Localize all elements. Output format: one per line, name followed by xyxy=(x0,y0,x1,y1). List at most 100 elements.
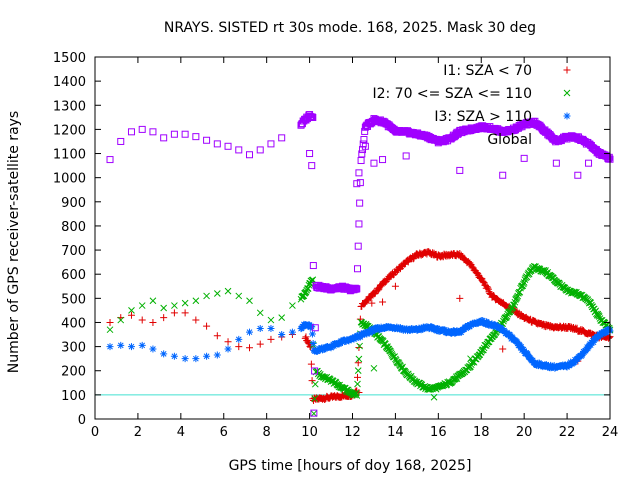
data-point xyxy=(574,171,582,179)
data-point xyxy=(138,302,146,309)
data-point xyxy=(456,249,464,257)
data-point xyxy=(117,137,125,145)
x-tick-label: 2 xyxy=(134,425,142,440)
data-point xyxy=(474,270,482,278)
data-point xyxy=(304,338,312,346)
data-point xyxy=(288,328,296,336)
series-1 xyxy=(106,262,614,417)
data-point xyxy=(160,314,168,322)
data-point xyxy=(587,299,595,307)
series-2 xyxy=(106,316,614,372)
data-point xyxy=(484,284,492,292)
data-point xyxy=(354,373,362,381)
y-tick-label: 1100 xyxy=(53,148,86,163)
data-point xyxy=(482,342,490,349)
data-point xyxy=(355,169,363,177)
data-point xyxy=(360,135,368,143)
data-point xyxy=(391,353,399,360)
data-point xyxy=(246,328,253,336)
data-point xyxy=(478,318,486,326)
y-tick-label: 200 xyxy=(61,365,86,380)
data-point xyxy=(479,277,487,285)
data-point xyxy=(106,326,114,334)
data-point xyxy=(519,345,527,353)
data-point xyxy=(127,311,135,319)
data-point xyxy=(106,318,114,326)
data-point xyxy=(370,159,378,167)
y-tick-label: 900 xyxy=(61,196,86,211)
data-point xyxy=(149,345,157,353)
data-point xyxy=(278,331,286,339)
data-point xyxy=(308,162,316,170)
data-point xyxy=(354,265,362,273)
legend-marker xyxy=(563,135,571,143)
data-point xyxy=(138,125,146,133)
data-point xyxy=(308,377,316,385)
y-tick-label: 0 xyxy=(78,413,86,428)
data-point xyxy=(499,345,507,353)
data-point xyxy=(605,334,613,342)
data-point xyxy=(311,395,318,402)
data-point xyxy=(379,298,387,306)
y-tick-label: 600 xyxy=(61,268,86,283)
data-point xyxy=(224,142,232,150)
y-tick-label: 1000 xyxy=(53,172,86,187)
legend-marker-glyph xyxy=(563,89,571,97)
x-tick-label: 6 xyxy=(220,425,228,440)
data-point xyxy=(235,292,243,300)
data-point xyxy=(480,346,487,354)
data-point xyxy=(359,140,367,148)
data-point xyxy=(224,345,232,353)
data-point xyxy=(311,380,319,388)
data-point xyxy=(203,136,211,144)
data-point xyxy=(352,389,360,397)
data-point xyxy=(523,273,531,281)
data-point xyxy=(267,335,275,343)
y-tick-label: 500 xyxy=(61,292,86,307)
data-point xyxy=(366,329,374,337)
x-tick-label: 24 xyxy=(602,425,619,440)
y-tick-label: 400 xyxy=(61,316,86,331)
data-point xyxy=(278,134,286,142)
x-tick-label: 8 xyxy=(263,425,271,440)
data-point xyxy=(246,344,253,352)
legend-label: I2: 70 <= SZA <= 110 xyxy=(372,86,532,102)
data-point xyxy=(246,151,253,159)
series-3 xyxy=(106,111,614,417)
data-point xyxy=(477,274,485,282)
data-point xyxy=(356,342,364,350)
data-point xyxy=(552,159,560,167)
data-point xyxy=(355,355,363,363)
data-point xyxy=(507,335,515,343)
data-point xyxy=(117,316,125,324)
data-point xyxy=(308,330,316,338)
data-point xyxy=(256,146,264,154)
data-point xyxy=(170,352,178,360)
chart-title: NRAYS. SISTED rt 30s mode. 168, 2025. Ma… xyxy=(164,20,536,36)
data-point xyxy=(355,220,363,228)
data-point xyxy=(267,325,275,332)
data-point xyxy=(127,128,135,136)
legend-marker xyxy=(563,89,571,97)
data-point xyxy=(213,140,221,148)
data-point xyxy=(309,262,317,270)
data-point xyxy=(192,355,200,363)
data-point xyxy=(311,324,319,332)
data-point xyxy=(604,154,612,162)
data-point xyxy=(170,130,178,138)
data-point xyxy=(479,316,487,324)
data-point xyxy=(224,287,232,295)
data-point xyxy=(353,180,361,188)
data-point xyxy=(402,152,410,160)
data-point xyxy=(370,364,378,372)
data-point xyxy=(503,312,511,320)
data-point xyxy=(353,285,361,293)
legend-marker-glyph xyxy=(563,135,571,143)
data-point xyxy=(352,334,360,342)
data-point xyxy=(160,350,168,358)
data-point xyxy=(192,133,200,141)
data-point xyxy=(351,284,359,292)
data-point xyxy=(181,355,189,363)
y-tick-label: 300 xyxy=(61,341,86,356)
x-tick-label: 14 xyxy=(387,425,404,440)
